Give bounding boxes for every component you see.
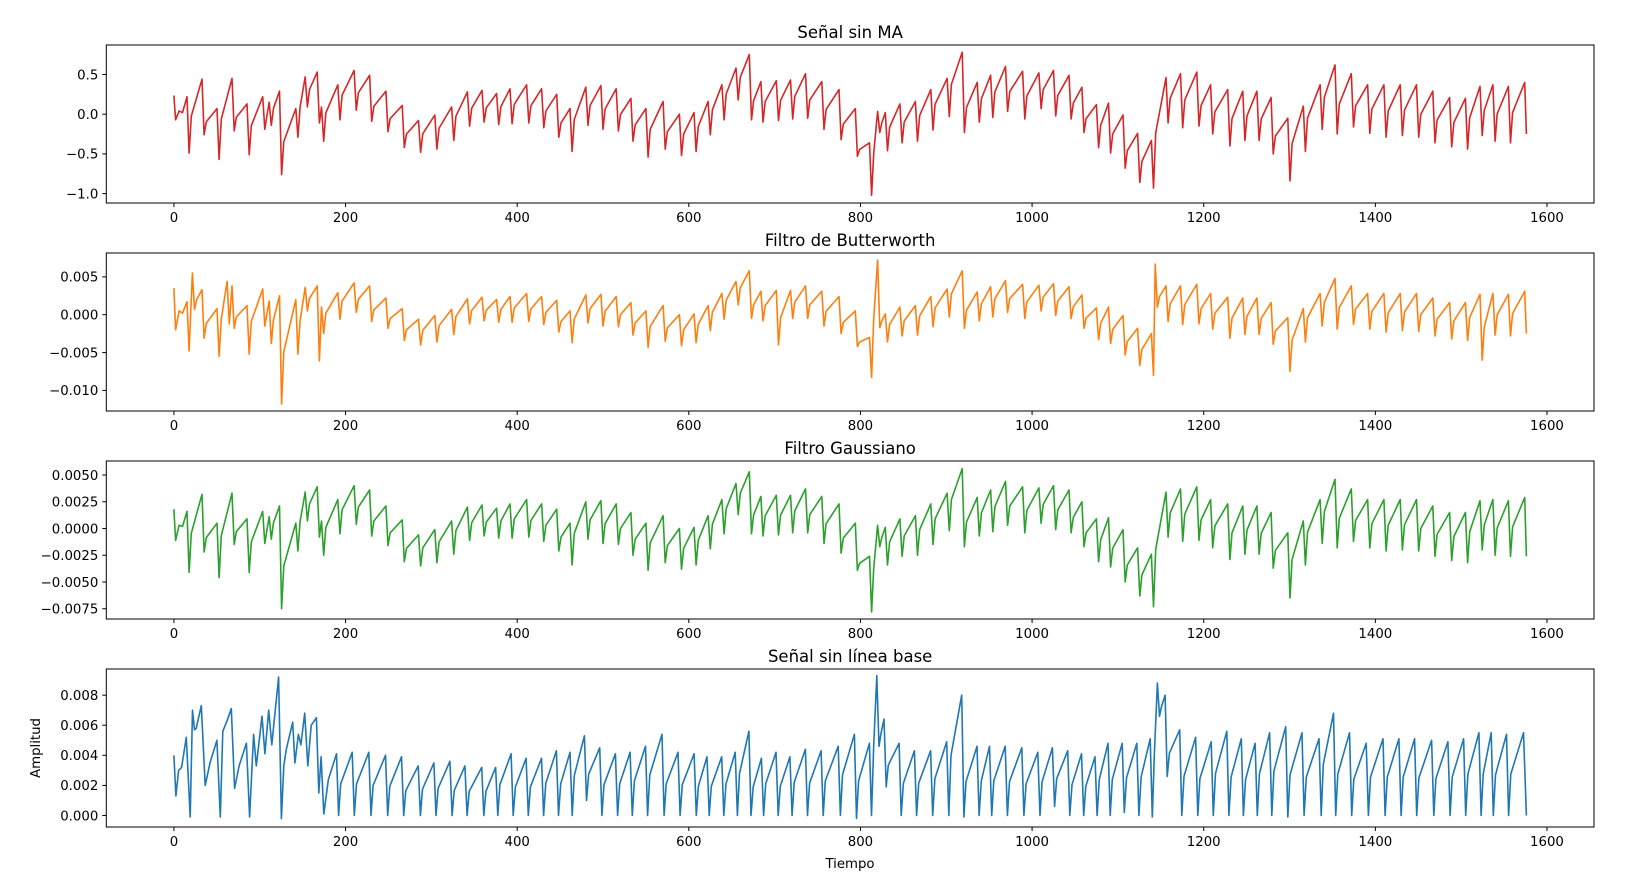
- y-tick-label: 0.006: [60, 719, 98, 734]
- axes-frame: [105, 44, 1595, 204]
- x-tick-label: 200: [333, 419, 358, 434]
- x-tick-label: 1200: [1187, 211, 1221, 226]
- x-tick-label: 1200: [1187, 419, 1221, 434]
- y-tick-label: 0.0: [77, 108, 98, 123]
- x-tick-label: 400: [504, 835, 529, 850]
- y-tick-label: −1.0: [66, 187, 98, 202]
- x-tick-label: 0: [170, 211, 178, 226]
- subplot-title: Filtro de Butterworth: [765, 231, 936, 250]
- axes-frame: [105, 668, 1595, 828]
- y-tick-label: −0.0050: [41, 576, 99, 591]
- y-tick-label: −0.010: [49, 384, 98, 399]
- subplot-title: Filtro Gaussiano: [784, 439, 915, 458]
- series-line: [173, 259, 1528, 405]
- y-tick-label: 0.0000: [52, 522, 99, 537]
- x-tick-label: 400: [504, 211, 529, 226]
- y-tick-label: 0.005: [60, 271, 98, 286]
- x-tick-label: 200: [333, 627, 358, 642]
- x-tick-label: 600: [676, 419, 701, 434]
- y-tick-label: 0.008: [60, 689, 98, 704]
- x-tick-label: 400: [504, 627, 529, 642]
- subplots: 0 200 400 600 800 1000 1200 1400 1600 0.5 0.0 −0.5 −…: [41, 23, 1595, 850]
- y-tick-label: 0.004: [60, 749, 98, 764]
- y-tick-label: −0.0075: [41, 603, 99, 618]
- x-axis-label: Tiempo: [824, 857, 874, 872]
- x-tick-label: 1400: [1358, 627, 1392, 642]
- y-tick-label: 0.000: [60, 309, 98, 324]
- x-tick-label: 200: [333, 211, 358, 226]
- x-tick-label: 800: [848, 211, 873, 226]
- subplot-1: 0 200 400 600 800 1000 1200 1400 1600 0.5 0.0 −0.5 −…: [66, 23, 1595, 226]
- x-tick-label: 200: [333, 835, 358, 850]
- subplot-4: 0 200 400 600 800 1000 1200 1400 1600 0.008 0.006 0…: [60, 647, 1595, 850]
- x-tick-label: 1000: [1015, 211, 1049, 226]
- x-tick-label: 600: [676, 627, 701, 642]
- x-tick-label: 1600: [1530, 835, 1564, 850]
- series-line: [173, 51, 1528, 196]
- x-tick-label: 1400: [1358, 211, 1392, 226]
- y-tick-label: −0.5: [66, 148, 98, 163]
- x-tick-label: 1600: [1530, 419, 1564, 434]
- x-tick-label: 1600: [1530, 211, 1564, 226]
- axes-frame: [105, 252, 1595, 412]
- x-tick-label: 1000: [1015, 835, 1049, 850]
- x-tick-label: 1200: [1187, 835, 1221, 850]
- subplot-title: Señal sin línea base: [768, 647, 932, 666]
- x-tick-label: 800: [848, 627, 873, 642]
- x-tick-label: 0: [170, 627, 178, 642]
- x-tick-label: 600: [676, 211, 701, 226]
- x-tick-label: 0: [170, 419, 178, 434]
- y-tick-label: 0.5: [77, 68, 98, 83]
- x-tick-label: 1000: [1015, 627, 1049, 642]
- x-tick-label: 1400: [1358, 835, 1392, 850]
- y-tick-label: 0.0050: [52, 469, 99, 484]
- y-tick-label: −0.005: [49, 346, 98, 361]
- subplot-2: 0 200 400 600 800 1000 1200 1400 1600 0.005 0.000 −…: [49, 231, 1595, 434]
- x-tick-label: 800: [848, 835, 873, 850]
- x-tick-label: 1400: [1358, 419, 1392, 434]
- subplot-title: Señal sin MA: [797, 23, 903, 42]
- x-tick-label: 0: [170, 835, 178, 850]
- subplot-3: 0 200 400 600 800 1000 1200 1400 1600 0.0050 0.002…: [41, 439, 1595, 642]
- x-tick-label: 600: [676, 835, 701, 850]
- y-tick-label: 0.0025: [52, 496, 99, 511]
- y-axis-label: Amplitud: [29, 718, 44, 778]
- y-tick-label: −0.0025: [41, 549, 99, 564]
- series-line: [173, 467, 1528, 613]
- series-line: [173, 674, 1528, 820]
- x-tick-label: 1000: [1015, 419, 1049, 434]
- x-tick-label: 400: [504, 419, 529, 434]
- x-tick-label: 1200: [1187, 627, 1221, 642]
- x-tick-label: 800: [848, 419, 873, 434]
- x-tick-label: 1600: [1530, 627, 1564, 642]
- y-tick-label: 0.002: [60, 779, 98, 794]
- axes-frame: [105, 460, 1595, 620]
- y-tick-label: 0.000: [60, 809, 98, 824]
